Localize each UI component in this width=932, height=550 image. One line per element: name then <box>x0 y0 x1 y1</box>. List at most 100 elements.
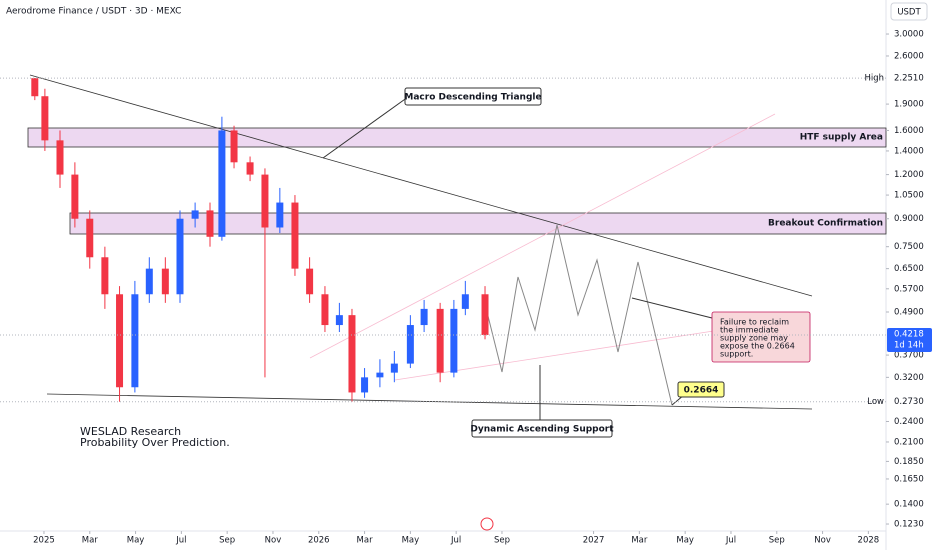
candle-body <box>420 308 428 326</box>
currency[interactable]: USDT <box>897 8 921 18</box>
y-tick-label: 0.5700 <box>894 284 924 294</box>
candle-body <box>306 268 314 295</box>
projection-path <box>483 224 673 406</box>
ascending-line <box>394 329 721 381</box>
x-tick-label: Nov <box>814 536 831 546</box>
candle-body <box>145 268 153 295</box>
callout-box <box>404 87 542 106</box>
x-tick-label: Nov <box>265 536 282 546</box>
candle-body <box>116 294 124 388</box>
annotation: 0.2664 <box>684 386 719 396</box>
candle-body <box>321 294 329 326</box>
x-tick-label: Jul <box>175 536 186 546</box>
candle-body <box>86 218 94 258</box>
candle-body <box>31 78 39 97</box>
y-tick-label: 0.1850 <box>894 457 924 467</box>
y-tick-label: 2.6000 <box>894 51 924 61</box>
annotation: HTF supply Area <box>800 133 883 143</box>
last-price-box <box>887 327 932 352</box>
ascending-line <box>309 113 776 359</box>
y-tick-label: 0.4900 <box>894 307 924 317</box>
x-tick-label: May <box>127 536 145 546</box>
y-tick-label: 0.6500 <box>894 264 924 274</box>
low-tag: Low <box>867 397 884 407</box>
candle-body <box>161 268 169 295</box>
x-tick-label: Mar <box>82 536 99 546</box>
y-tick-label: 0.1650 <box>894 474 924 484</box>
y-tick-label: 1.2000 <box>894 170 924 180</box>
low-label-bg <box>887 395 932 408</box>
candle-body <box>246 162 254 175</box>
annotation-line: support. <box>720 350 753 359</box>
y-tick-label: 0.3200 <box>894 373 924 383</box>
y-tick-label: 0.3700 <box>894 351 924 361</box>
annotation-line: expose the 0.2664 <box>720 342 795 351</box>
annotation: Dynamic Ascending Support <box>470 425 614 435</box>
x-tick-label: Sep <box>769 536 785 546</box>
low-label: 0.2730 <box>894 397 924 407</box>
candle-body <box>131 294 139 388</box>
candle-body <box>71 174 79 219</box>
y-tick-label: 1.6000 <box>894 126 924 136</box>
x-tick-label: Sep <box>219 536 235 546</box>
candle-body <box>56 140 64 175</box>
y-tick-label: 0.2100 <box>894 437 924 447</box>
annotation-line: the immediate <box>720 326 779 335</box>
candle-body <box>361 377 369 393</box>
descending-trendline <box>29 74 813 297</box>
y-tick-label: 3.0000 <box>894 30 924 40</box>
candle-body <box>390 363 398 373</box>
callout-box <box>677 381 725 398</box>
candle-body <box>406 325 414 364</box>
x-tick-label: Sep <box>494 536 510 546</box>
currency-box[interactable] <box>890 2 928 21</box>
candle-body <box>461 294 469 309</box>
alert-icon[interactable] <box>480 517 494 531</box>
annotation-line: supply zone may <box>720 334 788 343</box>
candle-body <box>101 257 109 295</box>
last-price-label: 0.4218 <box>894 329 924 339</box>
chart-title: Aerodrome Finance / USDT · 3D · MEXC <box>6 7 181 17</box>
x-tick-label: May <box>676 536 694 546</box>
x-tick-label: May <box>402 536 420 546</box>
high-label-bg <box>887 72 932 85</box>
y-tick-label: 0.7500 <box>894 242 924 252</box>
x-tick-label: 2026 <box>308 536 330 546</box>
candle-body <box>230 130 238 163</box>
breakout-zone <box>69 212 887 235</box>
callout-box <box>471 419 613 438</box>
x-tick-label: Mar <box>631 536 648 546</box>
callout-line <box>631 297 713 319</box>
candle-body <box>218 130 226 237</box>
candle-body <box>176 218 184 295</box>
candle-body <box>348 315 356 393</box>
y-tick-label: 0.1400 <box>894 500 924 510</box>
annotation: Macro Descending Triangle <box>404 93 541 103</box>
high-label: 2.2510 <box>894 74 924 84</box>
x-tick-label: 2027 <box>583 536 605 546</box>
y-tick-label: 1.9000 <box>894 100 924 110</box>
candle-body <box>376 372 384 378</box>
candle-body <box>291 202 299 269</box>
x-tick-label: Jul <box>450 536 461 546</box>
candle-body <box>261 174 269 228</box>
tagline: Probability Over Prediction. <box>80 436 230 449</box>
annotation: Breakout Confirmation <box>768 219 883 229</box>
brand: WESLAD Research <box>80 425 181 438</box>
candle-body <box>436 308 444 373</box>
y-tick-label: 0.1230 <box>894 520 924 530</box>
x-tick-label: 2025 <box>33 536 55 546</box>
annotation-line: Failure to reclaim <box>720 318 789 327</box>
supply-zone <box>27 127 887 148</box>
candle-body <box>206 210 214 237</box>
countdown: 1d 14h <box>894 340 924 350</box>
callout-line <box>322 96 409 159</box>
candle-body <box>335 315 343 326</box>
callout-box <box>711 311 811 363</box>
candle-body <box>481 294 489 335</box>
x-tick-label: 2028 <box>858 536 880 546</box>
y-tick-label: 1.0500 <box>894 191 924 201</box>
candle-body <box>276 202 284 228</box>
